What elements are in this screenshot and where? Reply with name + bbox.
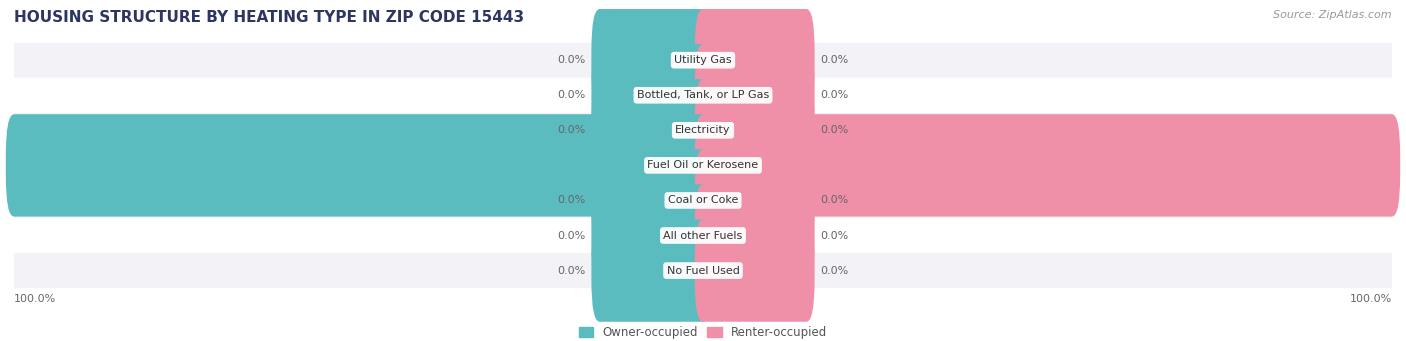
Text: Electricity: Electricity [675,125,731,135]
FancyBboxPatch shape [695,219,814,322]
Text: Fuel Oil or Kerosene: Fuel Oil or Kerosene [647,160,759,170]
Text: HOUSING STRUCTURE BY HEATING TYPE IN ZIP CODE 15443: HOUSING STRUCTURE BY HEATING TYPE IN ZIP… [14,10,524,25]
FancyBboxPatch shape [695,79,814,181]
Text: 0.0%: 0.0% [820,125,848,135]
Text: 0.0%: 0.0% [558,266,586,276]
FancyBboxPatch shape [592,184,711,287]
Text: 0.0%: 0.0% [820,195,848,205]
Text: 0.0%: 0.0% [558,231,586,240]
FancyBboxPatch shape [695,9,814,112]
FancyBboxPatch shape [592,79,711,181]
FancyBboxPatch shape [695,149,814,252]
Text: 0.0%: 0.0% [820,90,848,100]
FancyBboxPatch shape [14,78,1392,113]
Text: No Fuel Used: No Fuel Used [666,266,740,276]
Text: 100.0%: 100.0% [14,294,56,305]
Text: Source: ZipAtlas.com: Source: ZipAtlas.com [1274,10,1392,20]
Text: All other Fuels: All other Fuels [664,231,742,240]
Text: 0.0%: 0.0% [558,90,586,100]
FancyBboxPatch shape [6,114,711,217]
Text: Coal or Coke: Coal or Coke [668,195,738,205]
FancyBboxPatch shape [695,44,814,146]
FancyBboxPatch shape [14,43,1392,78]
FancyBboxPatch shape [592,219,711,322]
FancyBboxPatch shape [695,114,1400,217]
FancyBboxPatch shape [14,253,1392,288]
Legend: Owner-occupied, Renter-occupied: Owner-occupied, Renter-occupied [579,326,827,339]
Text: 100.0%: 100.0% [1350,294,1392,305]
Text: 0.0%: 0.0% [558,55,586,65]
Text: 0.0%: 0.0% [558,125,586,135]
FancyBboxPatch shape [592,44,711,146]
FancyBboxPatch shape [695,184,814,287]
Text: Utility Gas: Utility Gas [675,55,731,65]
Text: 0.0%: 0.0% [820,266,848,276]
Text: 0.0%: 0.0% [820,231,848,240]
FancyBboxPatch shape [592,149,711,252]
Text: 0.0%: 0.0% [820,55,848,65]
FancyBboxPatch shape [14,183,1392,218]
Text: 0.0%: 0.0% [558,195,586,205]
FancyBboxPatch shape [14,148,1392,183]
FancyBboxPatch shape [14,218,1392,253]
FancyBboxPatch shape [14,113,1392,148]
Text: Bottled, Tank, or LP Gas: Bottled, Tank, or LP Gas [637,90,769,100]
FancyBboxPatch shape [592,9,711,112]
